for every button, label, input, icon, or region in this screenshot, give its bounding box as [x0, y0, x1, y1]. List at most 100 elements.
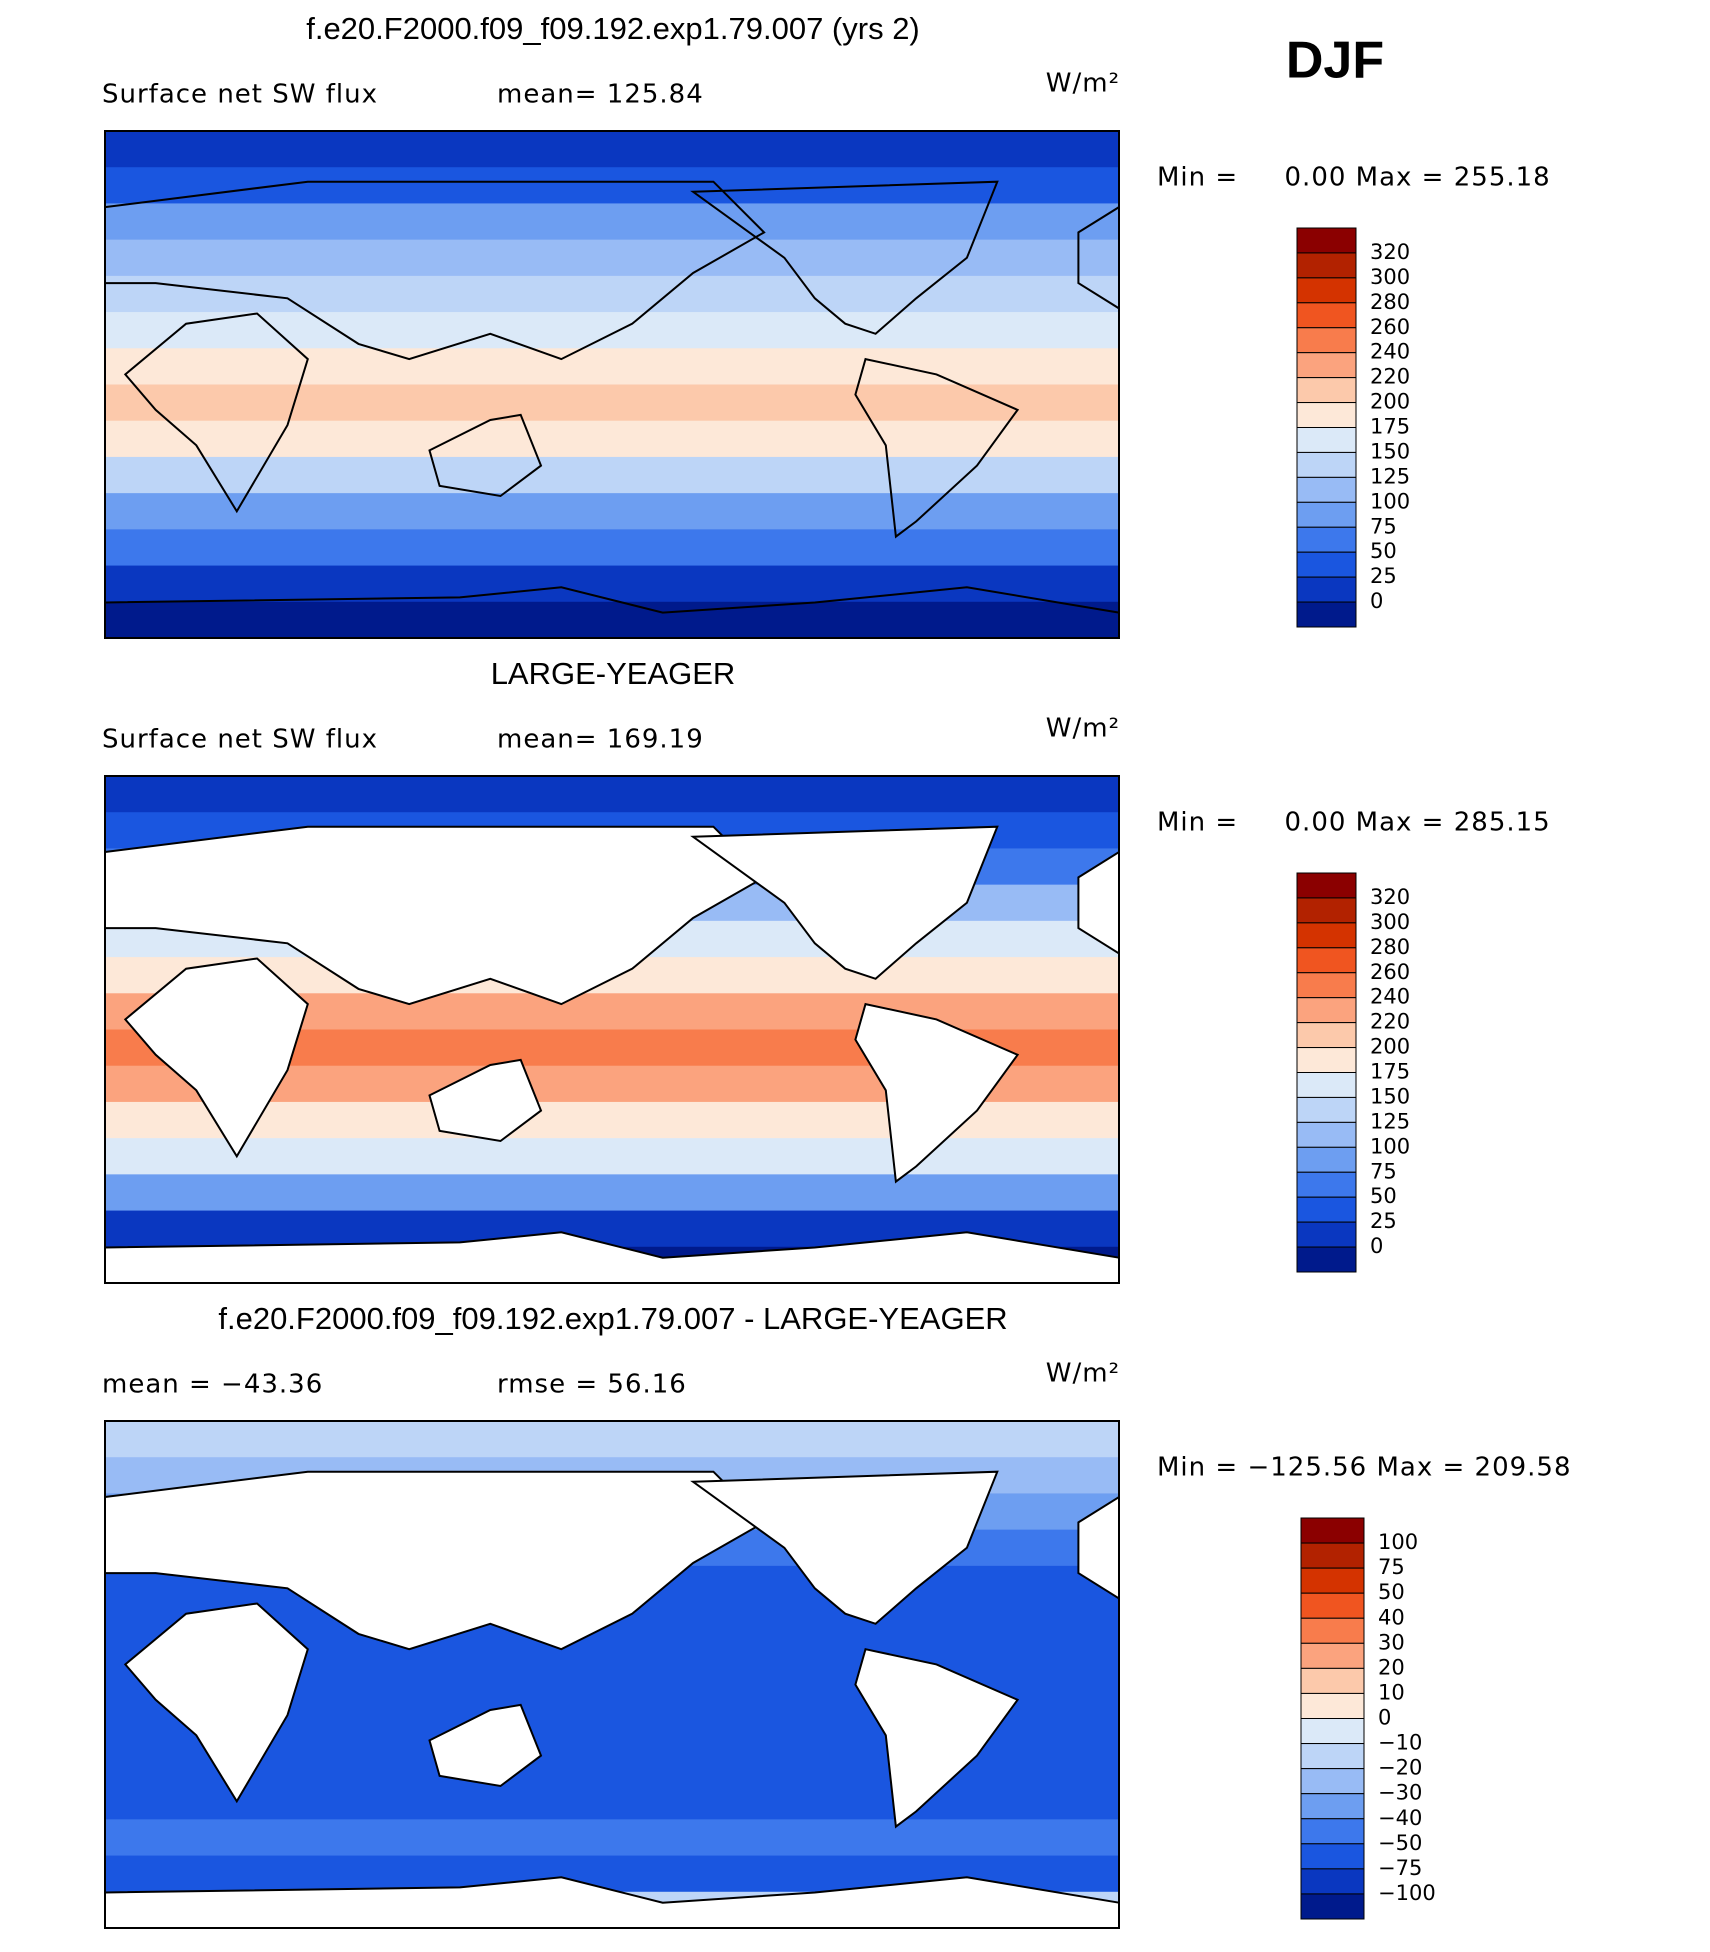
colorbar-label: 20 [1378, 1655, 1405, 1679]
colorbar-box [1296, 897, 1357, 924]
panel-mid-label: mean= 125.84 [497, 80, 704, 110]
coastline [428, 1058, 543, 1143]
colorbar-box [1300, 1768, 1365, 1795]
colorbar-label: 150 [1370, 439, 1410, 463]
colorbar-label: 100 [1378, 1530, 1418, 1554]
season-label: DJF [1286, 32, 1384, 90]
colorbar-box [1296, 601, 1357, 628]
field-band [105, 456, 1119, 495]
colorbar-box [1296, 277, 1357, 304]
colorbar-box [1300, 1642, 1365, 1669]
colorbar-label: 50 [1370, 539, 1397, 563]
colorbar-box [1296, 1171, 1357, 1198]
colorbar-box [1296, 352, 1357, 379]
colorbar-label: 50 [1370, 1184, 1397, 1208]
field-band [105, 312, 1119, 350]
colorbar-label: 10 [1378, 1680, 1405, 1704]
field-band [105, 275, 1119, 314]
colorbar-label: 30 [1378, 1630, 1405, 1654]
colorbar-label: −75 [1378, 1856, 1422, 1880]
colorbar-box [1296, 227, 1357, 254]
coastline [123, 957, 309, 1159]
panel-left-label: mean = −43.36 [102, 1370, 323, 1400]
colorbar-box [1296, 377, 1357, 404]
coastline [123, 312, 309, 514]
stats-label: Min = 0.00 Max = 255.18 [1157, 163, 1551, 193]
colorbar-label: 320 [1370, 885, 1410, 909]
colorbar-label: −20 [1378, 1756, 1422, 1780]
colorbar-box [1296, 1196, 1357, 1223]
colorbar-label: 280 [1370, 935, 1410, 959]
colorbar-box [1296, 1246, 1357, 1273]
colorbar-label: 40 [1378, 1605, 1405, 1629]
colorbar-label: 0 [1370, 589, 1383, 613]
units-label: W/m² [1046, 69, 1120, 99]
colorbar-box [1296, 1121, 1357, 1148]
coastline [428, 413, 543, 498]
coastline [854, 1648, 1020, 1829]
coastline [428, 1703, 543, 1788]
panel-mid-label: mean= 169.19 [497, 725, 704, 755]
panel-title: f.e20.F2000.f09_f09.192.exp1.79.007 - LA… [218, 1301, 1007, 1336]
map-frame [104, 1420, 1120, 1929]
field-band [105, 529, 1119, 567]
panel-mid-label: rmse = 56.16 [497, 1370, 687, 1400]
colorbar-label: 280 [1370, 290, 1410, 314]
colorbar-box [1296, 872, 1357, 899]
colorbar-box [1296, 427, 1357, 453]
colorbar-box [1296, 501, 1357, 528]
colorbar-label: 50 [1378, 1580, 1405, 1604]
colorbar-label: 175 [1370, 1060, 1410, 1084]
colorbar-label: −30 [1378, 1781, 1422, 1805]
coastline [854, 357, 1020, 539]
field-band [105, 1138, 1119, 1176]
colorbar-label: −40 [1378, 1806, 1422, 1830]
colorbar-box [1300, 1793, 1365, 1820]
colorbar-label: 175 [1370, 415, 1410, 439]
coastline [690, 825, 999, 980]
colorbar-label: 200 [1370, 1035, 1410, 1059]
colorbar-label: 75 [1370, 514, 1397, 538]
colorbar-box [1300, 1818, 1365, 1845]
colorbar-box [1300, 1592, 1365, 1619]
colorbar-label: −100 [1378, 1881, 1436, 1905]
colorbar-box [1300, 1667, 1365, 1694]
field-band [105, 1783, 1119, 1821]
field-band [105, 131, 1119, 169]
colorbar-label: 125 [1370, 464, 1410, 488]
coastline [690, 180, 999, 335]
map-frame [104, 775, 1120, 1284]
colorbar-box [1296, 302, 1357, 329]
field-band [105, 601, 1119, 639]
colorbar-box [1300, 1718, 1365, 1745]
colorbar-box [1296, 327, 1357, 354]
coastline [690, 1470, 999, 1625]
map-panel [104, 131, 1120, 639]
colorbar-box [1300, 1868, 1365, 1895]
colorbar-label: 320 [1370, 240, 1410, 264]
coastline [123, 1602, 309, 1804]
field-band [105, 1819, 1119, 1857]
colorbar-label: 0 [1370, 1234, 1383, 1258]
colorbar-box [1300, 1743, 1365, 1770]
stats-label: Min = 0.00 Max = 285.15 [1157, 808, 1551, 838]
colorbar-box [1296, 1022, 1357, 1049]
colorbar-box [1296, 476, 1357, 503]
colorbar-label: −10 [1378, 1731, 1422, 1755]
coastline [854, 1002, 1020, 1184]
field-band [105, 493, 1119, 531]
field-band [105, 1421, 1119, 1459]
colorbar-label: 300 [1370, 265, 1410, 289]
colorbar-box [1300, 1542, 1365, 1569]
stats-label: Min = −125.56 Max = 209.58 [1157, 1453, 1572, 1483]
colorbar-box [1300, 1517, 1365, 1544]
colorbar-box [1296, 1047, 1357, 1073]
units-label: W/m² [1046, 714, 1120, 744]
field-band [105, 203, 1119, 241]
field-band [105, 776, 1119, 814]
colorbar-label: 200 [1370, 390, 1410, 414]
field-band [105, 1174, 1119, 1212]
colorbar-box [1300, 1692, 1365, 1719]
colorbar-label: 300 [1370, 910, 1410, 934]
colorbar-label: 75 [1378, 1555, 1405, 1579]
